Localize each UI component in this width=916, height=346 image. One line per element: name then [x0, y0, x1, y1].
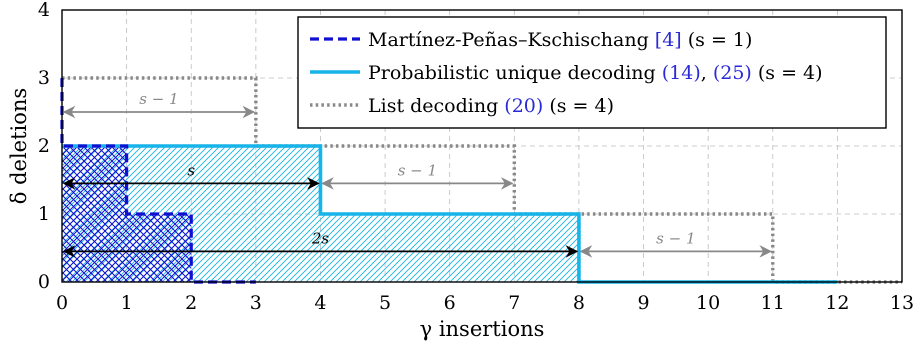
annotation-label-2: s [187, 161, 195, 179]
plot-frame [61, 9, 903, 283]
x-tick-label-12: 12 [825, 292, 849, 314]
legend-part-2-4[interactable]: (25) [713, 62, 752, 84]
y-tick-label-1: 1 [38, 203, 50, 225]
legend-part-2-2[interactable]: (14) [662, 62, 701, 84]
x-tick-label-0: 0 [56, 292, 68, 314]
x-tick-label-4: 4 [314, 292, 326, 314]
legend-part-2-5: (s = 4) [752, 62, 823, 84]
y-tick-label-2: 2 [38, 135, 50, 157]
legend-part-1-1: Martínez-Peñas–Kschischang [368, 29, 655, 51]
legend-part-2-3: , [701, 62, 713, 84]
legend-part-3-3: (s = 4) [543, 95, 614, 117]
legend-label-3: List decoding (20) (s = 4) [368, 95, 614, 117]
y-tick-label-0: 0 [38, 271, 50, 293]
x-tick-label-2: 2 [185, 292, 197, 314]
x-tick-label-9: 9 [637, 292, 649, 314]
annotation-label-1: s − 1 [139, 90, 178, 108]
legend-part-3-2[interactable]: (20) [504, 95, 543, 117]
x-tick-label-6: 6 [444, 292, 456, 314]
x-tick-label-3: 3 [250, 292, 262, 314]
legend-label-2: Probabilistic unique decoding (14), (25)… [368, 62, 823, 84]
legend: Martínez-Peñas–Kschischang [4] (s = 1) Pr… [297, 16, 887, 129]
annotations: s − 1 s s − 1 2s s − 1 [62, 90, 773, 258]
x-tick-label-10: 10 [696, 292, 720, 314]
x-tick-label-7: 7 [508, 292, 520, 314]
annotation-label-5: s − 1 [656, 229, 695, 247]
legend-label-1: Martínez-Peñas–Kschischang [4] (s = 1) [368, 29, 752, 51]
annotation-label-3: s − 1 [398, 161, 437, 179]
x-tick-label-8: 8 [573, 292, 585, 314]
x-tick-label-1: 1 [121, 292, 133, 314]
x-tick-label-11: 11 [761, 292, 785, 314]
y-tick-label-4: 4 [38, 0, 50, 21]
annotation-label-4: 2s [311, 229, 330, 247]
legend-part-3-1: List decoding [368, 95, 504, 117]
y-tick-label-3: 3 [38, 67, 50, 89]
legend-part-1-2[interactable]: [4] [655, 29, 682, 51]
x-axis-label: γ insertions [420, 317, 545, 341]
x-tick-label-5: 5 [379, 292, 391, 314]
series-line-1 [60, 78, 256, 284]
y-axis-label: δ deletions [7, 88, 31, 204]
legend-box [297, 16, 887, 129]
legend-part-1-3: (s = 1) [682, 29, 753, 51]
x-tick-label-13: 13 [890, 292, 914, 314]
series-line-3 [62, 76, 902, 284]
legend-part-2-1: Probabilistic unique decoding [368, 62, 662, 84]
